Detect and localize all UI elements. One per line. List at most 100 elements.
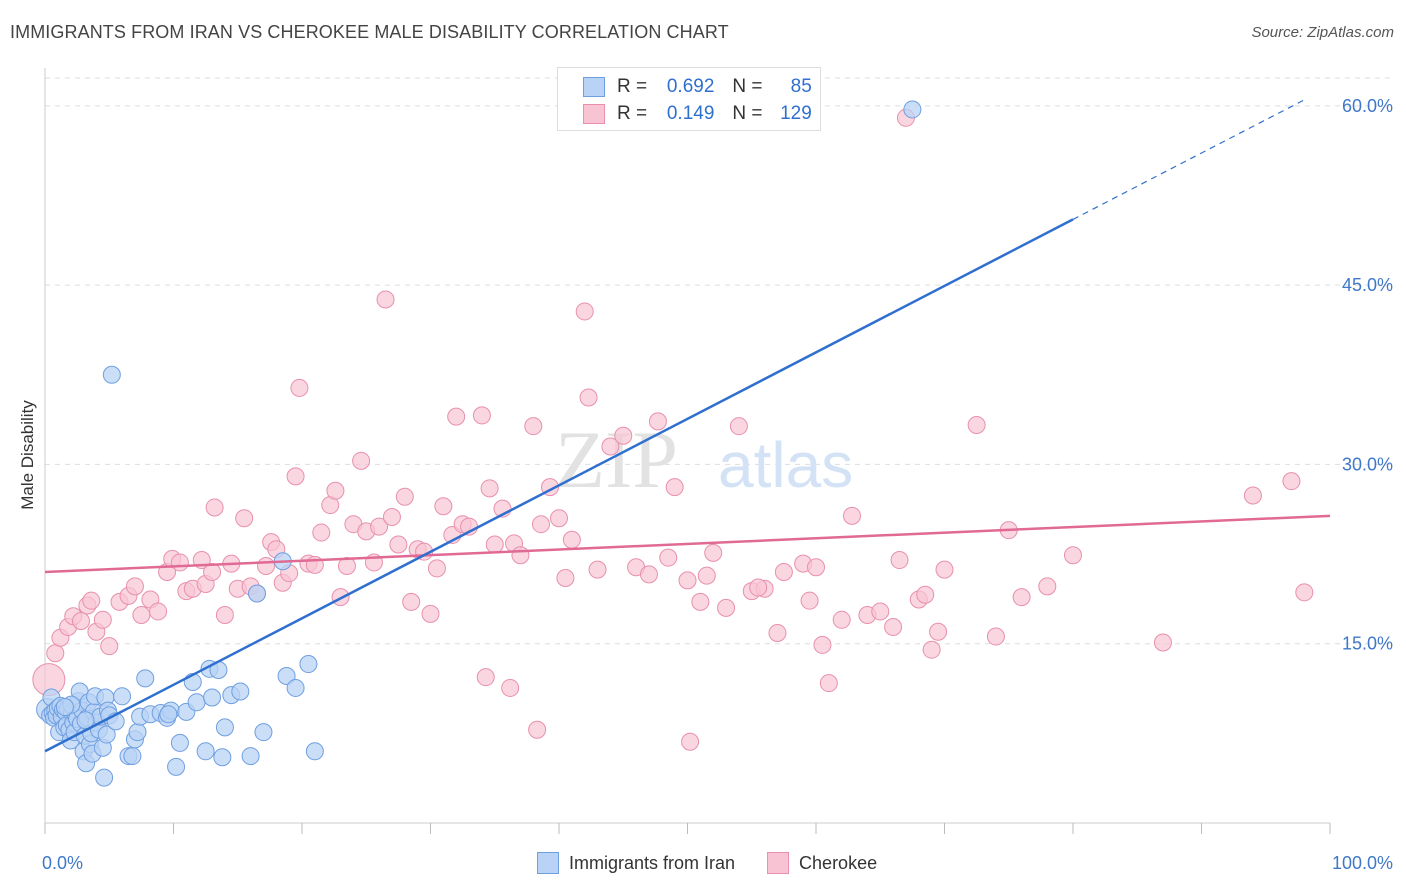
iran-point xyxy=(102,365,121,384)
iran-point xyxy=(277,666,296,685)
cherokee-point xyxy=(1243,486,1262,505)
iran-point xyxy=(254,723,273,742)
cherokee-point xyxy=(480,479,499,498)
cherokee-point xyxy=(871,602,890,621)
cherokee-point xyxy=(800,591,819,610)
iran-trend-line xyxy=(44,218,1074,753)
iran-point xyxy=(203,688,222,707)
cherokee-point xyxy=(485,535,504,554)
cherokee-legend-swatch xyxy=(767,852,790,874)
iran-point xyxy=(213,748,232,767)
legend-cherokee-label: Cherokee xyxy=(799,852,878,873)
cherokee-point xyxy=(556,568,575,587)
cherokee-point xyxy=(257,557,276,576)
y-tick-label: 60.0% xyxy=(1342,96,1393,116)
cherokee-point xyxy=(312,523,331,542)
iran-point xyxy=(286,678,305,697)
cherokee-point xyxy=(1153,633,1172,652)
cherokee-point xyxy=(427,559,446,578)
cherokee-point xyxy=(659,548,678,567)
iran-point xyxy=(215,718,234,737)
cherokee-point xyxy=(337,557,356,576)
cherokee-point xyxy=(562,530,581,549)
cherokee-point xyxy=(704,543,723,562)
cherokee-point xyxy=(528,720,547,739)
cherokee-point xyxy=(986,627,1005,646)
legend-iran-label: Immigrants from Iran xyxy=(569,852,736,873)
cherokee-point xyxy=(434,497,453,516)
cherokee-point xyxy=(691,592,710,611)
iran-point xyxy=(231,682,250,701)
cherokee-point xyxy=(678,571,697,590)
iran-point xyxy=(123,747,142,766)
cherokee-point xyxy=(501,678,520,697)
cherokee-point xyxy=(1282,472,1301,491)
cherokee-point xyxy=(819,674,838,693)
y-tick-label: 15.0% xyxy=(1342,634,1393,654)
cherokee-point xyxy=(1295,583,1314,602)
iran-point xyxy=(187,693,206,712)
cherokee-point xyxy=(588,560,607,579)
cherokee-point xyxy=(665,478,684,497)
cherokee-point xyxy=(967,415,986,434)
cherokee-point xyxy=(884,617,903,636)
y-tick-label: 30.0% xyxy=(1342,454,1393,474)
iran-point xyxy=(299,655,318,674)
iran-point xyxy=(167,757,186,776)
cherokee-point xyxy=(149,602,168,621)
cherokee-point xyxy=(697,566,716,585)
cherokee-point xyxy=(890,551,909,570)
cherokee-point xyxy=(472,406,491,425)
n-value-cherokee: 129 xyxy=(780,103,812,124)
cherokee-point xyxy=(916,585,935,604)
cherokee-point xyxy=(1012,588,1031,607)
iran-point xyxy=(170,733,189,752)
r-label: R = xyxy=(617,103,648,124)
cherokee-point xyxy=(93,610,112,629)
cherokee-point xyxy=(376,290,395,309)
cherokee-point xyxy=(768,623,787,642)
cherokee-point xyxy=(935,560,954,579)
cherokee-trend-line xyxy=(44,514,1331,574)
cherokee-point xyxy=(352,451,371,470)
iran-point xyxy=(95,768,114,787)
cherokee-point xyxy=(1038,577,1057,596)
cherokee-point xyxy=(524,417,543,436)
cherokee-point xyxy=(82,591,101,610)
n-value-iran: 85 xyxy=(790,76,812,97)
cherokee-point xyxy=(286,467,305,486)
cherokee-points xyxy=(32,108,1314,751)
cherokee-point xyxy=(717,598,736,617)
cherokee-point xyxy=(550,509,568,528)
r-value-iran: 0.692 xyxy=(666,76,715,97)
cherokee-point xyxy=(421,604,440,623)
cherokee-point xyxy=(170,553,189,572)
iran-point xyxy=(903,100,922,119)
cherokee-point xyxy=(511,546,530,565)
source-label: Source: ZipAtlas.com xyxy=(1251,24,1394,41)
cherokee-point xyxy=(46,644,65,663)
cherokee-point xyxy=(575,302,594,321)
cherokee-point xyxy=(205,498,224,517)
cherokee-swatch xyxy=(583,104,605,124)
iran-point xyxy=(97,725,116,744)
iran-swatch xyxy=(583,77,605,97)
cherokee-point xyxy=(832,610,851,629)
cherokee-point xyxy=(648,412,667,431)
iran-points xyxy=(36,100,922,787)
series-legend: Immigrants from Iran Cherokee xyxy=(537,852,877,874)
cherokee-point xyxy=(132,606,151,625)
r-label: R = xyxy=(617,76,648,97)
iran-point xyxy=(241,747,260,766)
iran-point xyxy=(159,705,178,724)
x-tick-label-min: 0.0% xyxy=(42,853,83,873)
trend-lines xyxy=(44,99,1331,753)
correlation-legend: R = 0.692 N = 85 R = 0.149 N = 129 xyxy=(557,67,821,131)
axes xyxy=(44,68,1331,834)
cherokee-point xyxy=(326,481,345,500)
legend-row-cherokee: R = 0.149 N = 129 xyxy=(583,102,812,126)
cherokee-point xyxy=(447,407,466,426)
cherokee-point xyxy=(370,517,389,536)
cherokee-point xyxy=(1064,546,1082,565)
iran-trend-extension xyxy=(1072,99,1305,220)
